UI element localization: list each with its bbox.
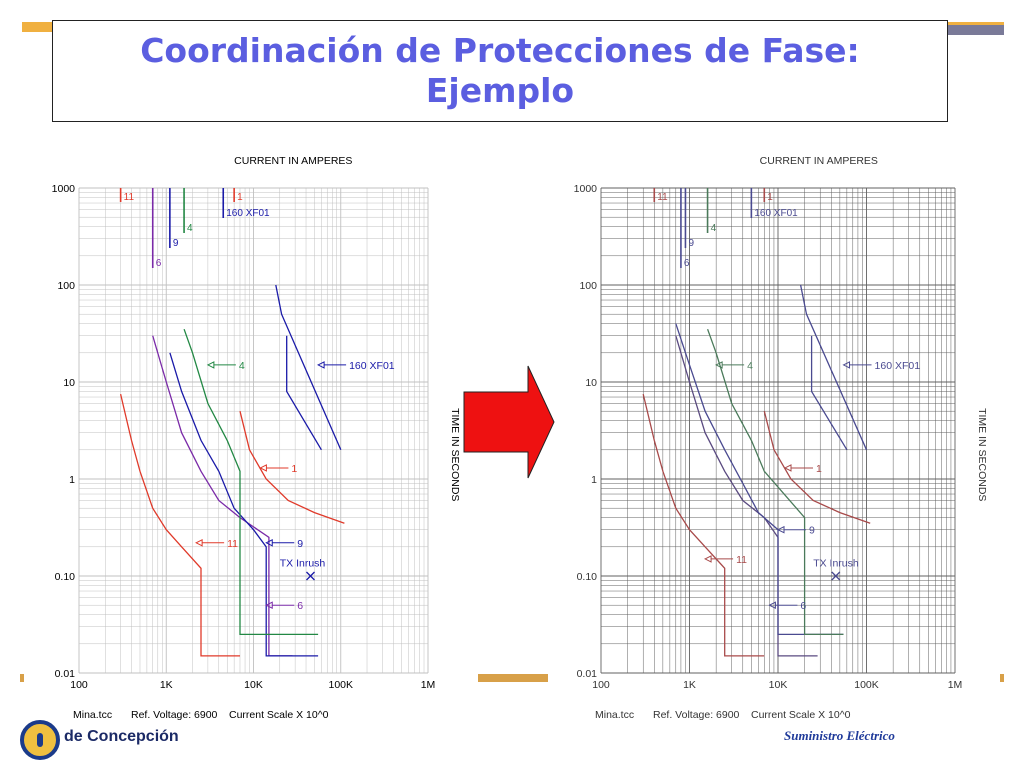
y-tick-label: 0.01 (55, 668, 76, 680)
x-tick-label: 100 (70, 679, 88, 691)
top-accent-bar-right (948, 22, 1004, 35)
chart-footer-text: Mina.tcc (73, 709, 112, 721)
annotation-arrow (206, 361, 215, 369)
annotation-label: TX Inrush (280, 558, 326, 570)
curve-4 (183, 328, 319, 636)
top-marker-label: 4 (711, 223, 717, 234)
bottom-accent-mid (478, 674, 548, 682)
tcc-chart-original: 100 1K 10K 100K 1M 0.01 0.10 1 10 100 1000 CURRENT … (52, 155, 461, 721)
x-tick-label: 1K (160, 679, 173, 691)
annotation-label: 1 (816, 463, 822, 475)
university-seal-icon (20, 720, 60, 760)
curve-160-xf01 (286, 335, 322, 451)
y-tick-label: 0.01 (577, 668, 598, 680)
curve-9 (675, 323, 844, 636)
y-tick-label: 100 (57, 280, 75, 292)
top-accent-bar-left (22, 22, 54, 32)
annotation-label: 6 (297, 600, 303, 612)
curve-11 (642, 393, 765, 657)
top-marker-label: 9 (688, 238, 694, 249)
right-arrow-icon (463, 365, 555, 479)
top-marker-label: 6 (156, 258, 162, 269)
curve-1 (239, 411, 345, 524)
top-marker-label: 11 (657, 192, 668, 203)
university-logo: de Concepción (20, 720, 179, 760)
slide-title: Coordinación de Protecciones de Fase: Ej… (140, 31, 860, 110)
chart-footer-text: Ref. Voltage: 6900 (131, 709, 218, 721)
top-marker-label: 9 (173, 238, 179, 249)
chart-footer-text: Mina.tcc (595, 709, 634, 721)
annotation-label: 9 (809, 525, 815, 537)
annotation-label: 11 (736, 554, 747, 566)
curve-4 (706, 328, 844, 636)
annotation-arrow (316, 361, 325, 369)
chart-footer-text: Current Scale X 10^0 (751, 709, 851, 721)
annotation-arrow (703, 555, 712, 563)
curve-160-xf01 (810, 335, 848, 451)
annotation-label: TX Inrush (813, 558, 859, 570)
top-marker-label: 1 (767, 192, 773, 203)
title-box: Coordinación de Protecciones de Fase: Ej… (52, 20, 948, 122)
y-tick-label: 0.10 (577, 571, 598, 583)
curve-1 (763, 411, 871, 524)
x-tick-label: 10K (244, 679, 263, 691)
bottom-accent-left (20, 674, 24, 682)
annotation-arrow (715, 361, 723, 369)
chart-footer-text: Current Scale X 10^0 (229, 709, 329, 721)
y-tick-label: 100 (579, 280, 597, 292)
annotation-label: 11 (227, 538, 238, 550)
annotation-label: 6 (800, 600, 806, 612)
x-tick-label: 1M (948, 679, 963, 691)
x-tick-label: 100K (328, 679, 353, 691)
annotation-arrow (195, 538, 203, 547)
annotation-label: 4 (747, 360, 753, 372)
top-marker-label: 160 XF01 (226, 208, 270, 219)
y-axis-label: TIME IN SECONDS (976, 408, 988, 501)
x-tick-label: 100 (592, 679, 610, 691)
x-tick-label: 1K (683, 679, 696, 691)
annotation-arrow (842, 361, 851, 369)
curve-160-xf01 (799, 284, 868, 451)
tx-inrush-marker (306, 571, 315, 581)
x-tick-label: 100K (854, 679, 879, 691)
annotation-label: 160 XF01 (349, 360, 395, 372)
y-tick-label: 10 (585, 377, 597, 389)
curve-6 (675, 335, 818, 657)
tx-inrush-marker (831, 571, 841, 581)
annotation-label: 9 (297, 538, 303, 550)
annotation-label: 1 (291, 463, 297, 475)
y-tick-label: 1000 (52, 183, 76, 195)
top-marker-label: 11 (124, 192, 135, 203)
chart-footer-text: Ref. Voltage: 6900 (653, 709, 740, 721)
annotation-label: 4 (239, 360, 245, 372)
bottom-accent-right (1000, 674, 1004, 682)
curve-160-xf01 (275, 284, 342, 451)
curve-9 (169, 352, 319, 657)
y-tick-label: 1000 (574, 183, 598, 195)
course-logo-text: Suministro Eléctrico (784, 728, 895, 743)
y-tick-label: 1 (591, 474, 597, 486)
university-logo-text: de Concepción (64, 728, 179, 745)
top-marker-label: 4 (187, 223, 193, 234)
x-axis-label: CURRENT IN AMPERES (760, 155, 878, 167)
annotation-label: 160 XF01 (875, 360, 921, 372)
y-tick-label: 0.10 (55, 571, 76, 583)
curve-6 (152, 335, 293, 657)
top-marker-label: 6 (684, 258, 690, 269)
y-tick-label: 10 (63, 377, 75, 389)
tcc-chart-scanned: 100 1K 10K 100K 1M 0.01 0.10 1 10 100 1000 CURRENT … (574, 155, 988, 721)
y-tick-label: 1 (69, 474, 75, 486)
x-axis-label: CURRENT IN AMPERES (234, 155, 352, 167)
y-axis-label: TIME IN SECONDS (449, 408, 461, 501)
x-tick-label: 10K (769, 679, 788, 691)
top-marker-label: 160 XF01 (754, 208, 798, 219)
top-marker-label: 1 (237, 192, 243, 203)
x-tick-label: 1M (421, 679, 436, 691)
annotation-arrow (768, 601, 776, 610)
curve-11 (119, 393, 240, 657)
